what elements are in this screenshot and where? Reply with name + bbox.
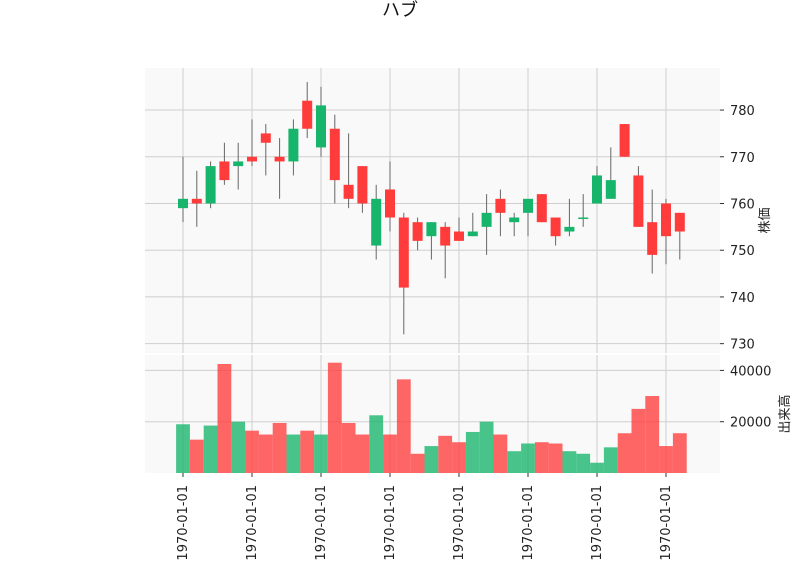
candle-body: [564, 226, 575, 232]
volume-bar: [314, 434, 328, 473]
axis-labels: 730 740 750 760 770 780 20000 40000 1970-01-01 19…: [176, 104, 771, 561]
volume-bar: [479, 421, 494, 473]
volume-bars: [176, 362, 687, 473]
volume-bar: [507, 451, 522, 473]
price-tick-label: 770: [730, 151, 755, 166]
volume-bar: [659, 446, 673, 473]
volume-bar: [424, 446, 439, 473]
candle-body: [233, 161, 244, 167]
candle-body: [592, 175, 602, 204]
candle-body: [536, 194, 547, 223]
candle-body: [219, 161, 230, 181]
volume-bar: [617, 433, 632, 473]
price-axis-title: 株価: [758, 207, 773, 233]
candle-body: [605, 180, 616, 199]
volume-bar: [631, 408, 646, 473]
candle-body: [633, 175, 644, 227]
volume-bar: [590, 462, 604, 473]
volume-bar: [562, 451, 577, 473]
candle-body: [385, 189, 395, 218]
candle-body: [578, 217, 589, 220]
volume-tick-label: 40000: [730, 364, 771, 379]
volume-bar: [327, 362, 342, 473]
volume-axis-title: 出来高: [777, 394, 793, 433]
price-tick-label: 730: [730, 338, 755, 353]
volume-bar: [355, 434, 370, 473]
candle-body: [523, 198, 533, 213]
volume-bar: [231, 421, 246, 473]
price-panel-background: [145, 68, 720, 353]
volume-bar: [286, 434, 301, 473]
volume-bar: [672, 433, 687, 473]
candle-body: [661, 203, 671, 237]
volume-bar: [245, 430, 259, 473]
candle-body: [412, 222, 423, 241]
volume-bar: [493, 434, 508, 473]
x-tick-label: 1970-01-01: [245, 485, 260, 561]
volume-bar: [645, 396, 660, 473]
volume-bar: [176, 424, 190, 473]
x-tick-label: 1970-01-01: [590, 485, 605, 561]
x-tick-label: 1970-01-01: [452, 485, 467, 561]
candle-body: [288, 128, 299, 162]
candle-body: [178, 198, 188, 209]
candle-body: [260, 133, 271, 143]
candle-body: [191, 198, 202, 204]
candle-body: [674, 212, 685, 232]
volume-bar: [272, 422, 287, 473]
volume-bar: [410, 453, 425, 473]
volume-bar: [341, 422, 356, 473]
candle-body: [357, 166, 368, 204]
candle-body: [440, 226, 451, 246]
volume-tick-label: 20000: [730, 416, 771, 431]
price-tick-label: 750: [730, 244, 755, 259]
volume-bar: [258, 434, 273, 473]
candle-body: [302, 100, 313, 129]
volume-bar: [203, 425, 218, 473]
candle-body: [481, 212, 492, 227]
candle-body: [343, 184, 354, 199]
candle-body: [619, 124, 630, 157]
price-tick-label: 780: [730, 104, 755, 119]
volume-bar: [534, 442, 549, 473]
candle-body: [467, 231, 478, 237]
price-tick-label: 760: [730, 197, 755, 212]
volume-bar: [603, 447, 618, 473]
volume-bar: [465, 431, 480, 473]
candle-body: [426, 222, 437, 237]
candles: [178, 82, 685, 335]
x-tick-label: 1970-01-01: [383, 485, 398, 561]
x-tick-label: 1970-01-01: [176, 485, 191, 561]
volume-bar: [521, 443, 535, 473]
volume-bar: [369, 415, 384, 473]
candle-body: [274, 156, 285, 162]
candle-body: [329, 128, 340, 181]
candle-body: [398, 217, 409, 288]
volume-bar: [217, 363, 232, 473]
price-tick-label: 740: [730, 291, 755, 306]
volume-bar: [438, 435, 453, 473]
candle-body: [495, 198, 506, 213]
volume-bar: [396, 379, 411, 473]
candle-body: [550, 217, 561, 237]
candle-body: [316, 105, 326, 148]
candle-body: [371, 198, 382, 246]
volume-bar: [576, 453, 591, 473]
x-tick-label: 1970-01-01: [314, 485, 329, 561]
chart-title: ハブ: [382, 0, 418, 21]
volume-bar: [452, 442, 466, 473]
volume-bar: [548, 443, 563, 473]
x-tick-label: 1970-01-01: [659, 485, 674, 561]
volume-bar: [189, 439, 204, 473]
volume-bar: [300, 430, 315, 473]
candle-body: [247, 156, 257, 162]
x-tick-label: 1970-01-01: [521, 485, 536, 561]
candle-body: [205, 166, 216, 204]
candle-body: [509, 217, 520, 223]
candle-body: [647, 222, 658, 255]
volume-bar: [383, 434, 397, 473]
candle-body: [454, 231, 464, 241]
